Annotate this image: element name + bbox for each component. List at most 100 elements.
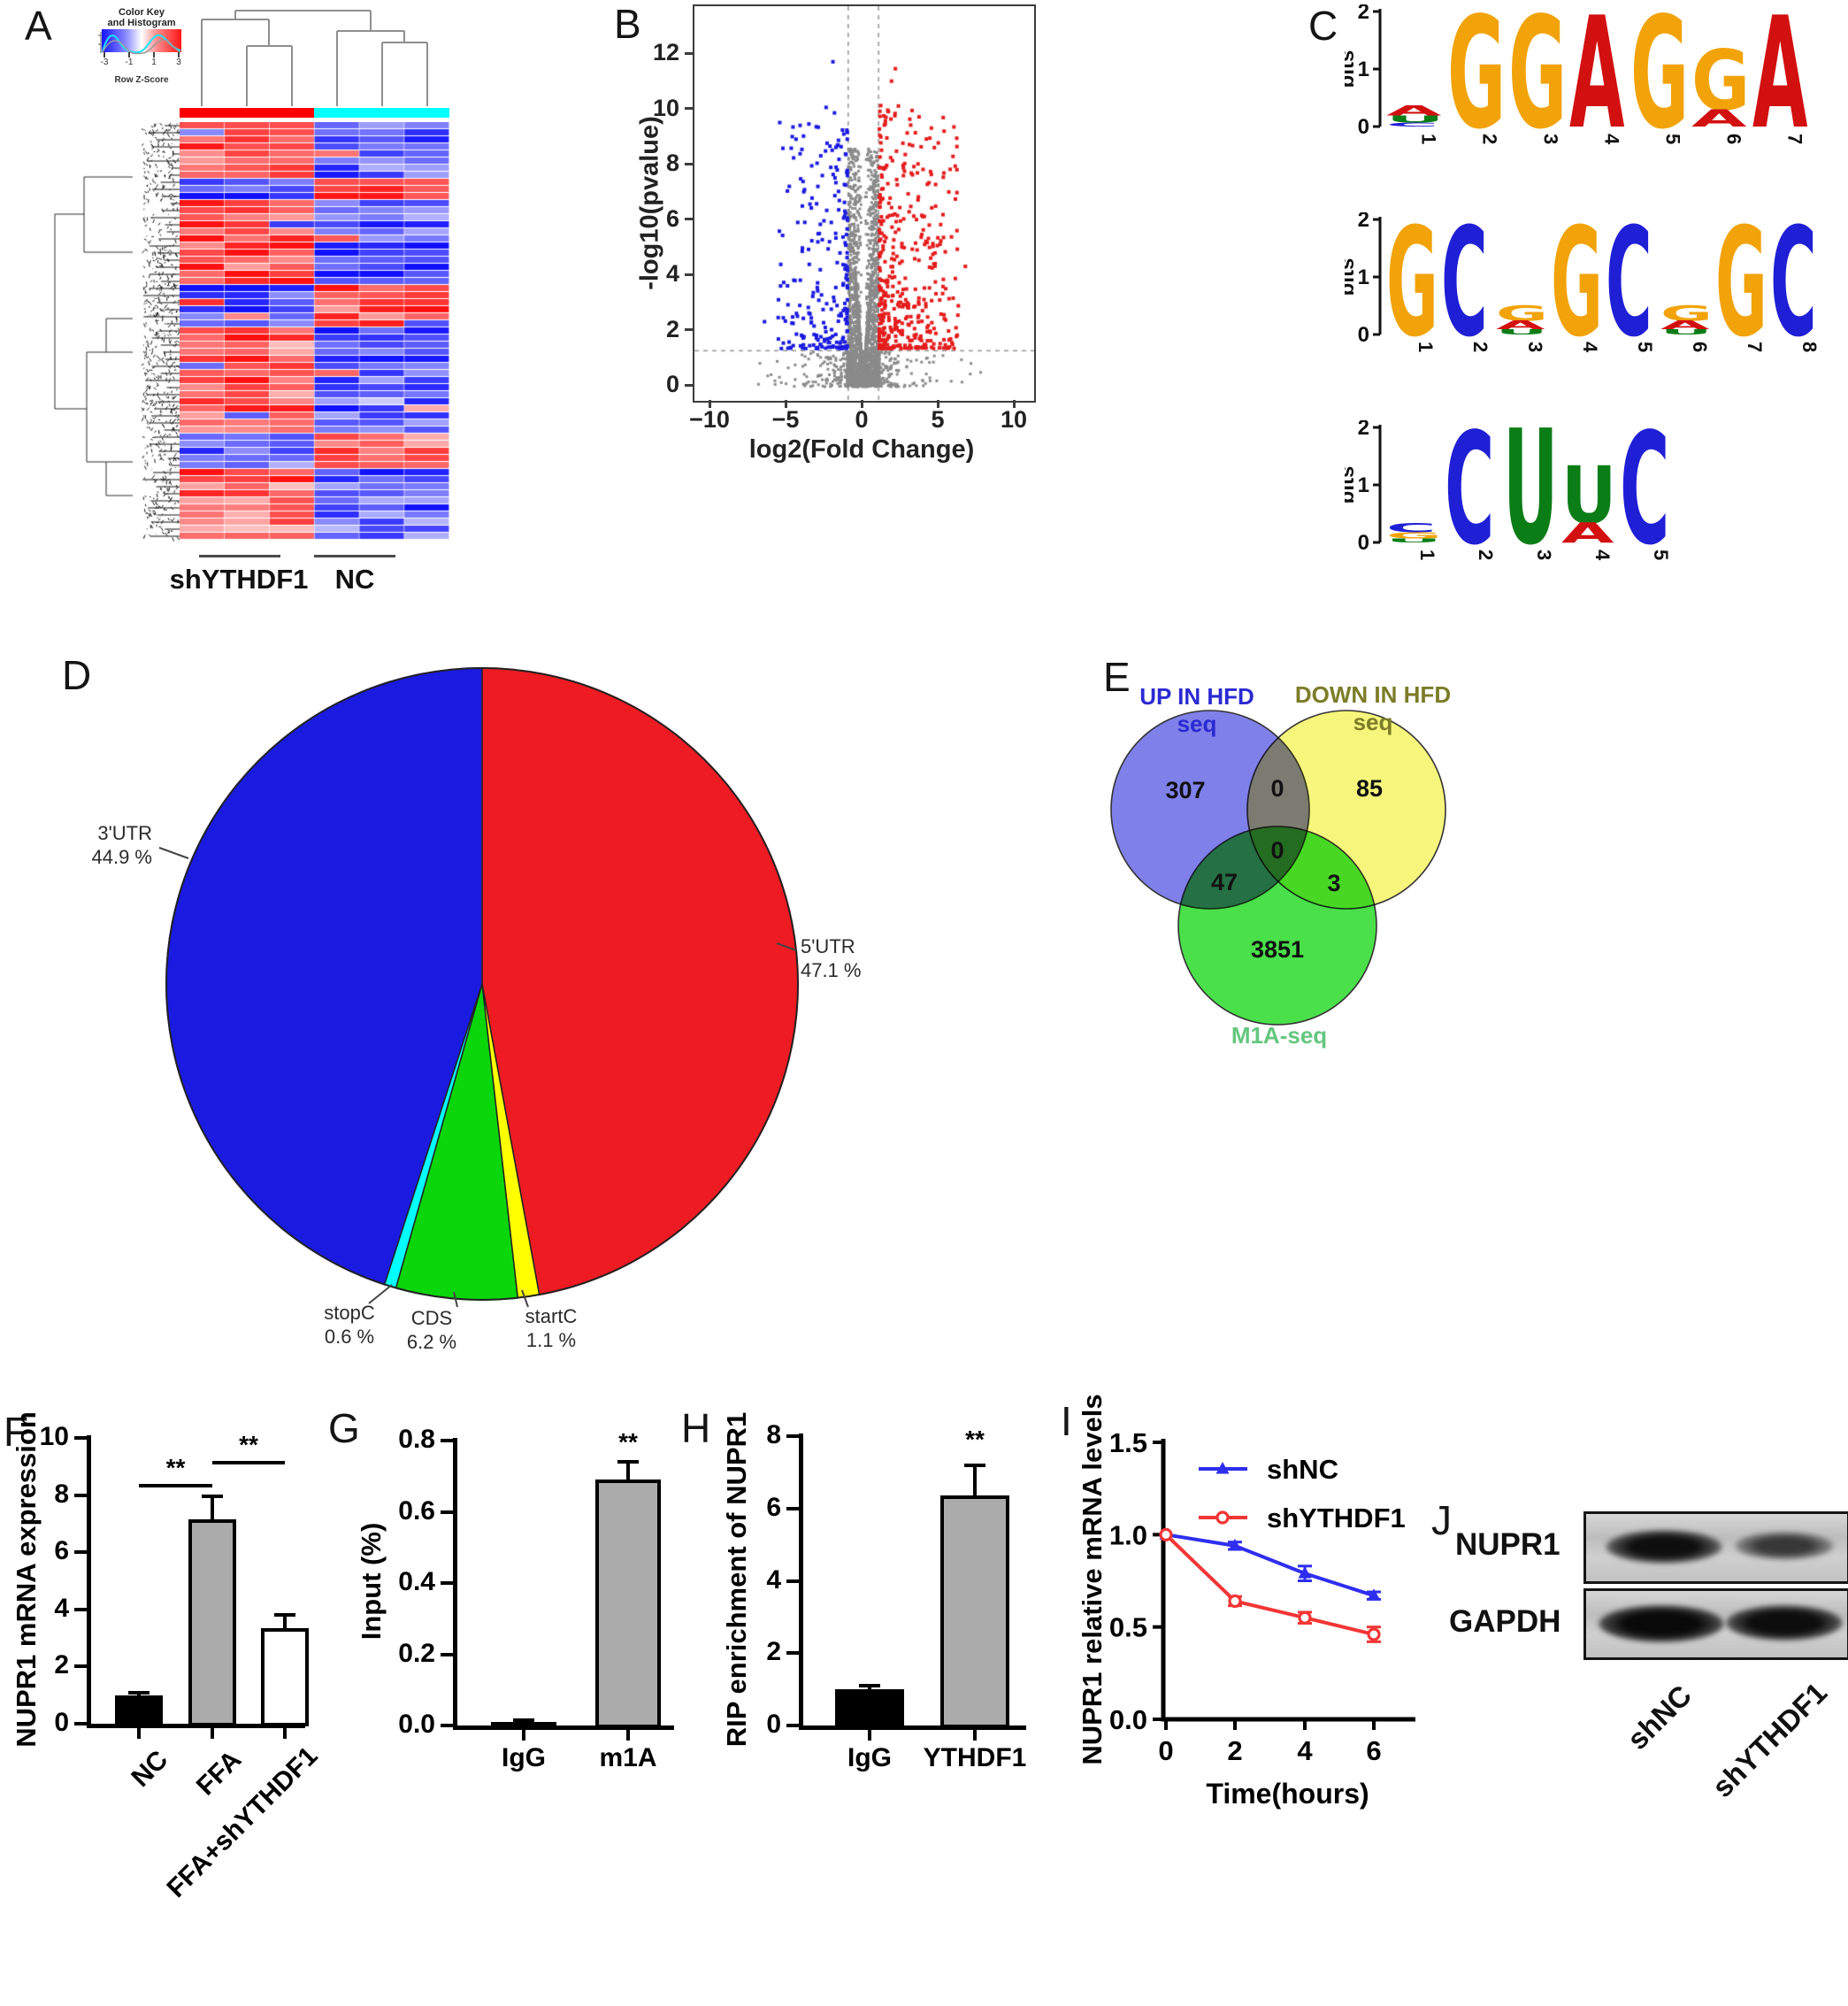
logo-y-tick-label: 1 [1358, 473, 1369, 497]
sig-line [139, 1483, 212, 1487]
sig-stars: ** [239, 1430, 258, 1458]
bar-y-tick-label: 4 [54, 1593, 69, 1623]
bar-y-tick-label: 0.4 [398, 1567, 435, 1596]
venn-count-m1a-only: 3851 [1250, 936, 1305, 963]
logo-y-tick-label: 0 [1358, 323, 1369, 347]
volcano-x-tick [1012, 400, 1016, 408]
bar-y-tick-label: 2 [766, 1637, 781, 1667]
colorkey-title-line1: Color Key [119, 7, 165, 18]
logo-letter-U: U [1386, 114, 1445, 125]
bar-x-tick [868, 1730, 871, 1741]
line-y-axis-title: NUPR1 relative mRNA levels [1077, 1393, 1108, 1765]
column-dendrogram-path [201, 10, 428, 106]
bar-y-tick [786, 1506, 799, 1510]
logo-y-axis-title: bits [1345, 50, 1359, 88]
pie-label-3utr: 3'UTR 44.9 % [78, 821, 153, 869]
bar-error-cap [617, 1460, 639, 1464]
logo-letter-A: A [1691, 105, 1747, 133]
marker-triangle [1367, 1588, 1381, 1601]
bar-y-tick-label: 10 [39, 1422, 69, 1451]
colorkey-tick-mark [178, 52, 180, 58]
marker-triangle [1228, 1538, 1242, 1551]
bar-x-tick [626, 1730, 630, 1741]
venn-count-all: 0 [1270, 837, 1284, 864]
bar-y-tick [786, 1579, 799, 1583]
colorkey-density-curve-cyan [102, 34, 181, 54]
colorkey-tick-mark [128, 52, 130, 58]
pie-label-name: startC [525, 1305, 578, 1327]
sig-stars: ** [165, 1453, 186, 1481]
volcano-y-tick-label: 12 [652, 39, 679, 65]
colorkey-tick-mark [104, 52, 105, 58]
volcano-x-tick [936, 400, 939, 408]
venn-svg [1110, 710, 1446, 1026]
logo-letter-U: U [1503, 420, 1558, 573]
logo-letter-C: C [1620, 420, 1669, 573]
volcano-x-tick-label: 0 [855, 406, 869, 433]
logo-position-label: 3 [1524, 342, 1546, 352]
bar-y-tick-label: 8 [54, 1479, 69, 1509]
logo-position-label: 7 [1744, 342, 1766, 352]
line-y-tick-label: 0.5 [1109, 1612, 1147, 1643]
bar-y-tick [74, 1722, 87, 1725]
blot-target-nupr1: NUPR1 [1455, 1527, 1560, 1562]
bar-error-cap [513, 1718, 534, 1723]
line-x-axis-title: Time(hours) [1206, 1778, 1369, 1810]
sig-stars: ** [618, 1428, 638, 1456]
volcano-x-title: log2(Fold Change) [748, 435, 975, 464]
colorkey-tick-label: 3 [176, 58, 181, 67]
legend-label-shnc: shNC [1267, 1454, 1338, 1485]
pie-label-value: 1.1 % [525, 1329, 577, 1351]
pie-label-value: 0.6 % [324, 1326, 375, 1348]
bar-x-tick [211, 1728, 214, 1739]
pie-label-value: 44.9 % [91, 846, 153, 868]
group-underline-shythdf1 [199, 555, 280, 557]
volcano-canvas [694, 6, 1034, 401]
bar-y-tick [74, 1664, 87, 1669]
logo-letter-A: A [1569, 4, 1625, 157]
bar-y-axis [453, 1438, 457, 1730]
colorkey-density-curve-gray [102, 39, 181, 55]
marker-circle-open [1228, 1594, 1242, 1609]
blot-target-gapdh: GAPDH [1449, 1604, 1561, 1639]
volcano-y-tick-label: 0 [665, 371, 679, 397]
volcano-y-tick [685, 218, 693, 220]
bar-y-axis-title: NUPR1 mRNA expression [11, 1410, 42, 1748]
logo-letter-C: C [1441, 212, 1488, 365]
colorkey-tick-label: -1 [125, 58, 134, 67]
bar-ythdf1 [940, 1495, 1009, 1728]
marker-circle-open [1298, 1610, 1312, 1625]
bar-y-tick [441, 1724, 453, 1727]
bar-y-tick-label: 0.2 [398, 1638, 435, 1668]
logo-letter-G: G [1386, 530, 1442, 540]
logo-position-label: 4 [1579, 342, 1601, 353]
bar-ffashythdf1 [261, 1627, 309, 1726]
logo-y-tick-label: 2 [1358, 420, 1369, 440]
band-nupr1-shnc [1606, 1530, 1722, 1564]
logo-position-label: 2 [1479, 134, 1501, 144]
logo-position-label: 6 [1723, 134, 1745, 144]
venn-title-m1a: M1A-seq [1231, 1022, 1328, 1049]
volcano-y-tick [685, 328, 693, 331]
sig-stars: ** [965, 1426, 985, 1454]
group-label-nc: NC [334, 564, 375, 595]
logo-position-label: 5 [1662, 134, 1684, 144]
bar-x-label: m1A [599, 1743, 657, 1772]
logo-position-label: 1 [1416, 550, 1438, 560]
logo-letter-U: U [1660, 328, 1712, 336]
marker-circle-open [1215, 1510, 1230, 1525]
pie-label-name: 5'UTR [801, 935, 855, 957]
line-y-tick-label: 0.0 [1109, 1704, 1147, 1735]
bar-y-tick [786, 1651, 799, 1656]
panel-d-letter: D [62, 652, 92, 698]
logo-letter-U: U [1496, 328, 1547, 336]
panel-e-letter: E [1103, 654, 1131, 700]
logo-letter-A: A [1386, 103, 1442, 119]
group-label-shythdf1: shYTHDF1 [169, 564, 309, 595]
volcano-y-tick-label: 6 [665, 204, 679, 232]
line-x-tick-label: 6 [1366, 1735, 1381, 1766]
venn-count-down-m1a: 3 [1327, 870, 1341, 896]
